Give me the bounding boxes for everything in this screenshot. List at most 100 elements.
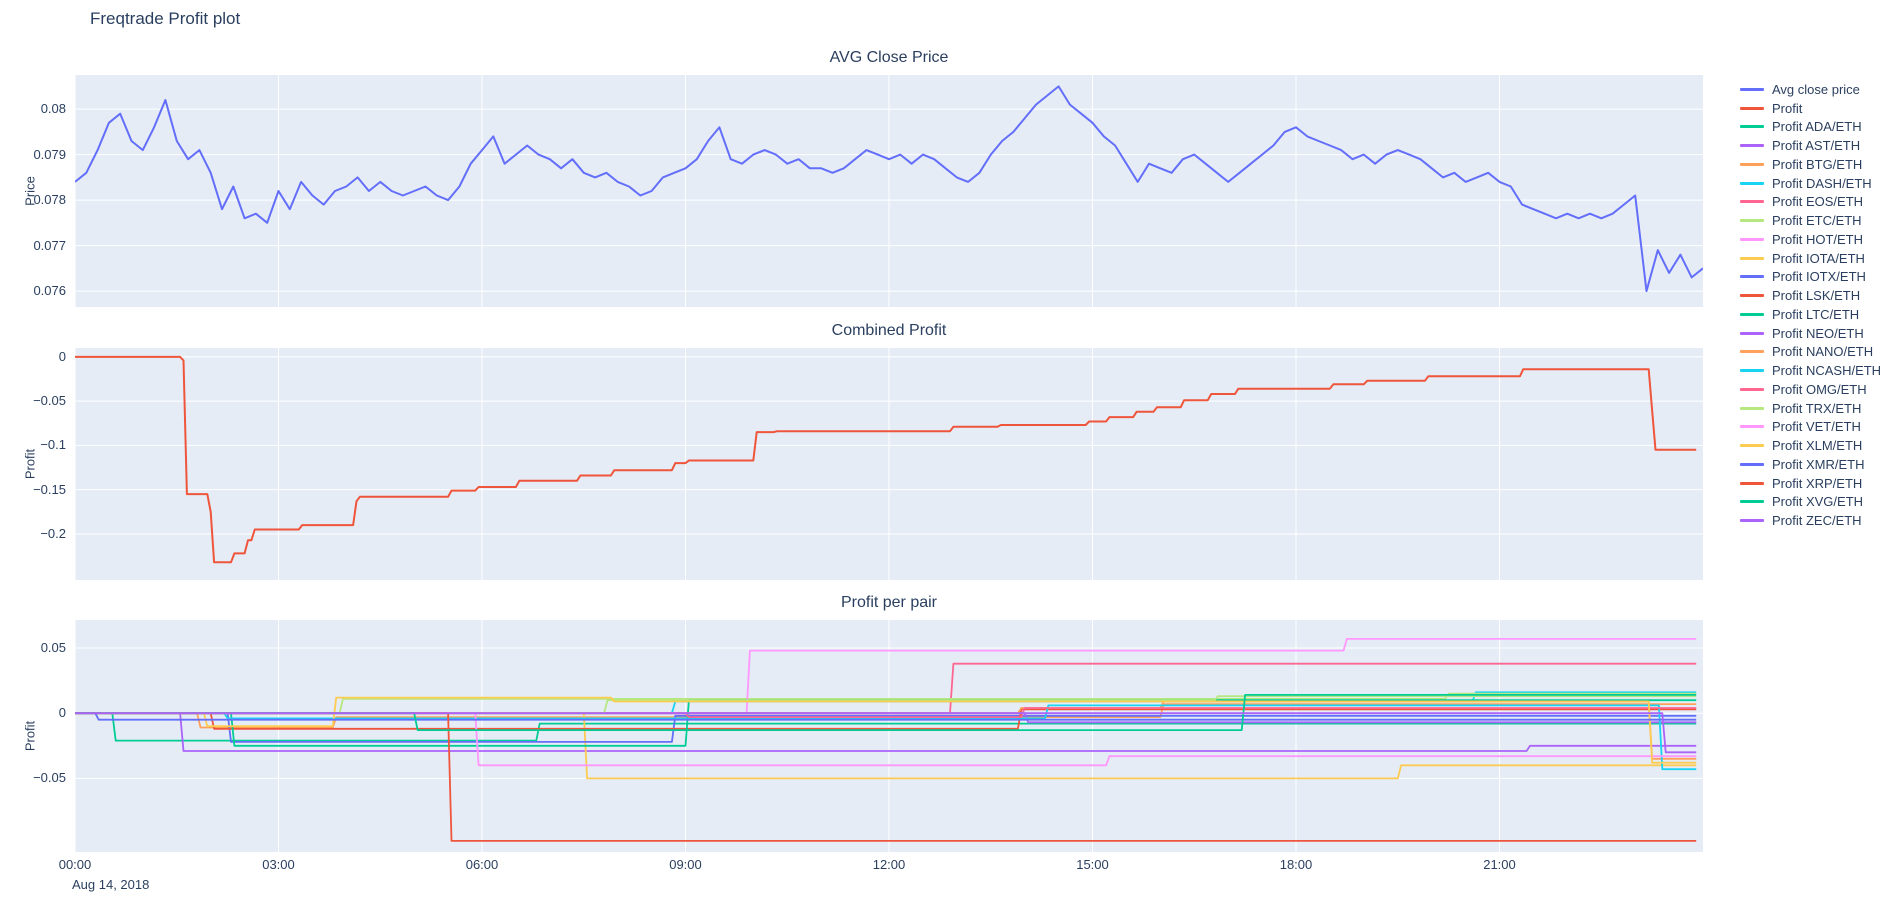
y-tick-label: 0.077 <box>33 237 66 253</box>
legend-line-swatch <box>1740 481 1764 485</box>
legend-line-swatch <box>1740 144 1764 148</box>
legend-line-swatch <box>1740 350 1764 354</box>
legend-item[interactable]: Profit VET/ETH <box>1740 418 1881 437</box>
legend-label: Profit OMG/ETH <box>1772 381 1867 397</box>
legend-line-swatch <box>1740 106 1764 110</box>
subplot-title-combined-profit: Combined Profit <box>831 322 947 339</box>
legend-label: Profit BTG/ETH <box>1772 156 1863 172</box>
legend-item[interactable]: Profit XVG/ETH <box>1740 493 1881 512</box>
x-tick-label: 09:00 <box>669 857 702 872</box>
legend-line-swatch <box>1740 406 1764 410</box>
y-tick-label: 0 <box>58 705 66 721</box>
legend-label: Profit NANO/ETH <box>1772 344 1874 360</box>
y-tick-label: −0.15 <box>33 481 66 497</box>
y-tick-label: −0.05 <box>33 770 66 786</box>
legend-line-swatch <box>1740 500 1764 504</box>
legend-item[interactable]: Profit IOTA/ETH <box>1740 249 1881 268</box>
legend-line-swatch <box>1740 162 1764 166</box>
legend-item[interactable]: Profit XRP/ETH <box>1740 474 1881 493</box>
y-tick-label: 0.076 <box>33 283 66 299</box>
plot-canvas-avg-close-price[interactable] <box>75 75 1703 307</box>
legend-line-swatch <box>1740 462 1764 466</box>
legend-label: Profit ETC/ETH <box>1772 213 1862 229</box>
x-tick-label: 03:00 <box>262 857 295 872</box>
legend-item[interactable]: Profit XLM/ETH <box>1740 436 1881 455</box>
legend-item[interactable]: Profit AST/ETH <box>1740 136 1881 155</box>
legend-label: Avg close price <box>1772 81 1860 97</box>
legend-item[interactable]: Profit BTG/ETH <box>1740 155 1881 174</box>
legend-label: Profit LSK/ETH <box>1772 288 1861 304</box>
legend-line-swatch <box>1740 369 1764 373</box>
x-axis-labels: 00:00 03:00 06:00 09:00 12:00 15:00 18:00 21:00 <box>59 857 1703 875</box>
legend-line-swatch <box>1740 219 1764 223</box>
page-title: Freqtrade Profit plot <box>90 9 241 28</box>
plot-canvas-profit-per-pair[interactable] <box>75 620 1703 852</box>
legend-item[interactable]: Profit <box>1740 99 1881 118</box>
y-tick-label: −0.2 <box>40 525 66 541</box>
legend-line-swatch <box>1740 294 1764 298</box>
y-tick-label: −0.1 <box>40 437 66 453</box>
legend-label: Profit HOT/ETH <box>1772 231 1864 247</box>
legend-item[interactable]: Profit LSK/ETH <box>1740 286 1881 305</box>
legend-label: Profit ZEC/ETH <box>1772 513 1862 529</box>
subplot-title-profit-per-pair: Profit per pair <box>840 594 938 611</box>
legend-label: Profit XMR/ETH <box>1772 456 1865 472</box>
legend-line-swatch <box>1740 237 1764 241</box>
y-tick-label: 0.078 <box>33 192 66 208</box>
legend-label: Profit IOTA/ETH <box>1772 250 1865 266</box>
subplot-combined-profit: 0 −0.05 −0.1 −0.15 −0.2 <box>33 348 1703 580</box>
legend-item[interactable]: Profit ETC/ETH <box>1740 211 1881 230</box>
legend-item[interactable]: Profit TRX/ETH <box>1740 399 1881 418</box>
y-axis-title-profit-combined: Profit <box>22 448 38 480</box>
y-axis-title-profit-pairs: Profit <box>22 720 38 752</box>
legend-label: Profit DASH/ETH <box>1772 175 1872 191</box>
x-tick-label: 21:00 <box>1483 857 1516 872</box>
legend-line-swatch <box>1740 256 1764 260</box>
legend-item[interactable]: Profit EOS/ETH <box>1740 193 1881 212</box>
x-tick-label: 15:00 <box>1076 857 1109 872</box>
subplot-title-avg-close-price: AVG Close Price <box>829 49 949 66</box>
legend-item[interactable]: Profit LTC/ETH <box>1740 305 1881 324</box>
legend-label: Profit EOS/ETH <box>1772 194 1864 210</box>
legend-item[interactable]: Profit DASH/ETH <box>1740 174 1881 193</box>
legend-item[interactable]: Profit ADA/ETH <box>1740 118 1881 137</box>
y-tick-label: 0.08 <box>40 101 66 117</box>
y-tick-label: 0.05 <box>40 640 66 656</box>
legend-label: Profit TRX/ETH <box>1772 400 1862 416</box>
plot-canvas-combined-profit[interactable] <box>75 348 1703 580</box>
subplot-avg-close-price: 0.076 0.077 0.078 0.079 0.08 <box>33 75 1703 307</box>
legend-label: Profit <box>1772 100 1803 116</box>
legend-item[interactable]: Profit NEO/ETH <box>1740 324 1881 343</box>
legend-item[interactable]: Profit NCASH/ETH <box>1740 361 1881 380</box>
x-tick-label: 06:00 <box>465 857 499 872</box>
legend-line-swatch <box>1740 425 1764 429</box>
legend-item[interactable]: Profit HOT/ETH <box>1740 230 1881 249</box>
legend-item[interactable]: Profit NANO/ETH <box>1740 343 1881 362</box>
legend-label: Profit ADA/ETH <box>1772 119 1862 135</box>
subplot-profit-per-pair: 0.05 0 −0.05 <box>33 620 1703 852</box>
legend-item[interactable]: Profit IOTX/ETH <box>1740 268 1881 287</box>
legend-label: Profit XVG/ETH <box>1772 494 1864 510</box>
legend: Avg close price Profit Profit ADA/ETH Profi… <box>1740 80 1881 530</box>
legend-item[interactable]: Profit XMR/ETH <box>1740 455 1881 474</box>
legend-line-swatch <box>1740 200 1764 204</box>
legend-line-swatch <box>1740 331 1764 335</box>
legend-line-swatch <box>1740 312 1764 316</box>
legend-label: Profit AST/ETH <box>1772 138 1861 154</box>
legend-label: Profit XRP/ETH <box>1772 475 1863 491</box>
legend-item[interactable]: Profit OMG/ETH <box>1740 380 1881 399</box>
legend-line-swatch <box>1740 125 1764 129</box>
y-tick-label: 0.079 <box>33 146 66 162</box>
legend-line-swatch <box>1740 387 1764 391</box>
x-axis-date-label: Aug 14, 2018 <box>72 877 150 892</box>
legend-line-swatch <box>1740 275 1764 279</box>
legend-label: Profit NEO/ETH <box>1772 325 1864 341</box>
legend-line-swatch <box>1740 444 1764 448</box>
legend-line-swatch <box>1740 87 1764 91</box>
legend-line-swatch <box>1740 181 1764 185</box>
y-tick-label: 0 <box>58 348 66 364</box>
legend-item[interactable]: Avg close price <box>1740 80 1881 99</box>
legend-label: Profit XLM/ETH <box>1772 438 1863 454</box>
legend-item[interactable]: Profit ZEC/ETH <box>1740 511 1881 530</box>
